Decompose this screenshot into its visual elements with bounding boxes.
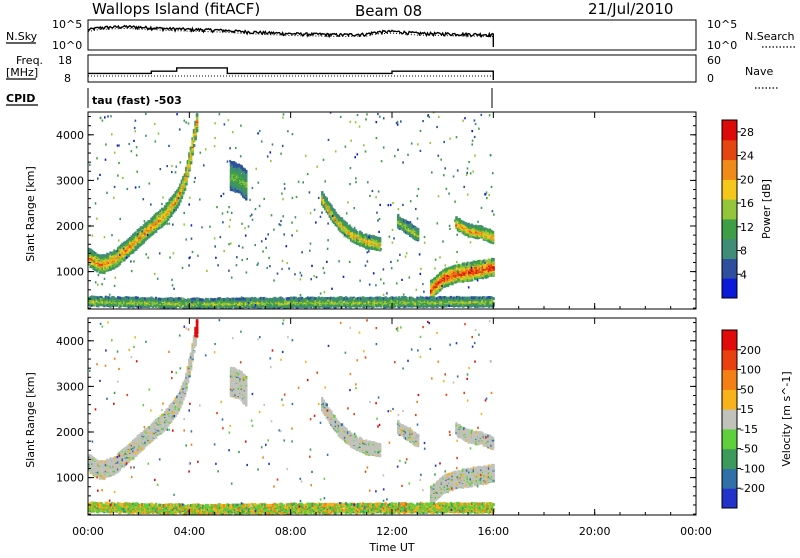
power-cell xyxy=(326,197,328,200)
power-cell xyxy=(330,205,332,208)
nsearch-tick-top: 10^5 xyxy=(707,18,737,31)
power-cell xyxy=(196,129,198,132)
power-cell xyxy=(196,113,198,116)
power-cell xyxy=(245,170,247,173)
freq-tick-top: 18 xyxy=(58,54,72,67)
power-heatmap xyxy=(88,111,495,309)
nave-tick-bottom: 0 xyxy=(707,72,714,85)
freq-series-line xyxy=(88,68,493,80)
nsearch-tick-bottom: 10^0 xyxy=(707,39,737,52)
power-cell xyxy=(193,144,195,147)
cpid-value: tau (fast) -503 xyxy=(92,94,182,107)
power-cell xyxy=(321,191,323,194)
nave-label: Nave xyxy=(745,65,773,78)
date-label: 21/Jul/2010 xyxy=(588,0,673,18)
power-cell xyxy=(454,265,456,268)
noise-series-line xyxy=(88,26,493,47)
station-title: Wallops Island (fitACF) xyxy=(92,0,260,18)
power-cell xyxy=(185,183,187,186)
nsearch-label: N.Search xyxy=(745,30,795,43)
freq-label-2: [MHz] xyxy=(6,66,38,79)
noise-panel xyxy=(88,20,696,50)
power-cell xyxy=(323,194,325,197)
nsky-tick-bottom: 10^0 xyxy=(52,39,82,52)
power-cell xyxy=(245,175,247,178)
cpid-label: CPID xyxy=(6,92,35,105)
nsky-label: N.Sky xyxy=(6,30,38,43)
power-cell xyxy=(492,231,494,234)
power-cell xyxy=(184,188,186,191)
power-cell xyxy=(492,258,494,261)
nsky-tick-top: 10^5 xyxy=(52,18,82,31)
nsearch-series-line xyxy=(88,28,493,36)
power-cell xyxy=(417,228,419,231)
power-cell xyxy=(379,237,381,240)
freq-tick-bottom: 8 xyxy=(64,72,71,85)
nave-tick-top: 60 xyxy=(707,54,721,67)
power-cell xyxy=(345,222,347,225)
power-cell xyxy=(155,230,157,233)
beam-label: Beam 08 xyxy=(355,2,422,20)
power-cell xyxy=(333,209,335,212)
power-cell xyxy=(397,214,399,217)
